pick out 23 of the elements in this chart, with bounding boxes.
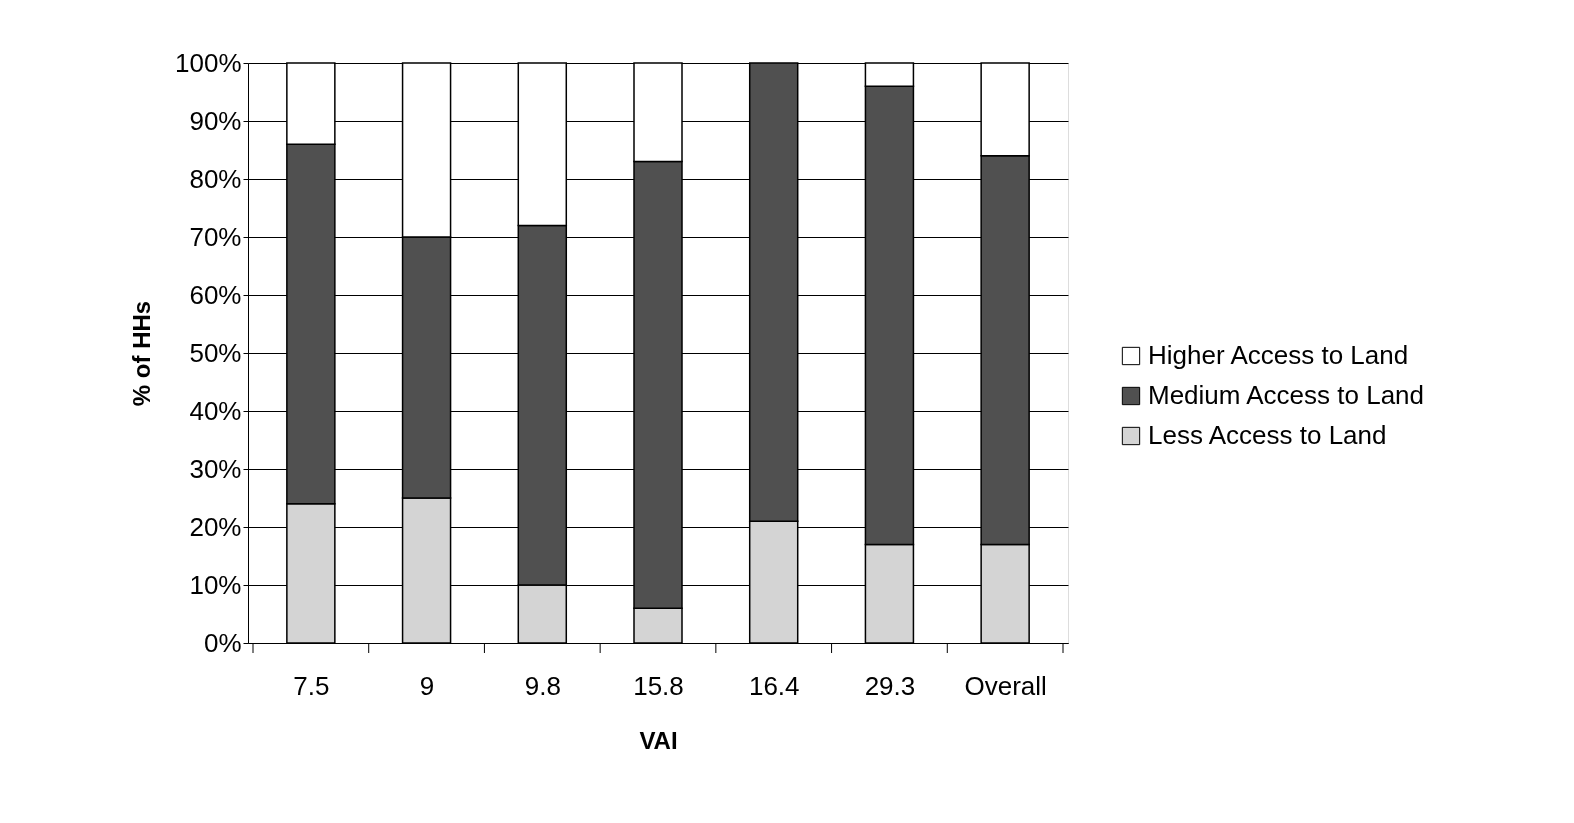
y-axis-title: % of HHs	[128, 300, 155, 407]
legend-label: Higher Access to Land	[1148, 340, 1409, 370]
x-tick-label: 16.4	[748, 670, 800, 701]
x-tick-label: 7.5	[293, 670, 330, 701]
x-tick-label: 9	[419, 670, 435, 701]
y-tick-label: 50%	[189, 337, 242, 368]
x-axis-title: VAI	[639, 726, 678, 754]
y-tick-label: 80%	[189, 163, 242, 194]
y-tick-label: 100%	[175, 47, 242, 78]
y-tick-label: 10%	[189, 569, 242, 600]
y-tick-label: 0%	[203, 627, 242, 658]
y-tick-label: 70%	[189, 221, 242, 252]
y-tick-label: 30%	[189, 453, 242, 484]
legend-label: Less Access to Land	[1148, 420, 1387, 450]
legend-label: Medium Access to Land	[1148, 380, 1425, 410]
y-tick-label: 40%	[189, 395, 242, 426]
x-tick-label: Overall	[964, 670, 1047, 701]
y-tick-label: 60%	[189, 279, 242, 310]
y-tick-label: 90%	[189, 105, 242, 136]
y-tick-label: 20%	[189, 511, 242, 542]
x-tick-label: 9.8	[524, 670, 561, 701]
x-tick-label: 15.8	[633, 670, 684, 701]
x-tick-label: 29.3	[864, 670, 916, 701]
